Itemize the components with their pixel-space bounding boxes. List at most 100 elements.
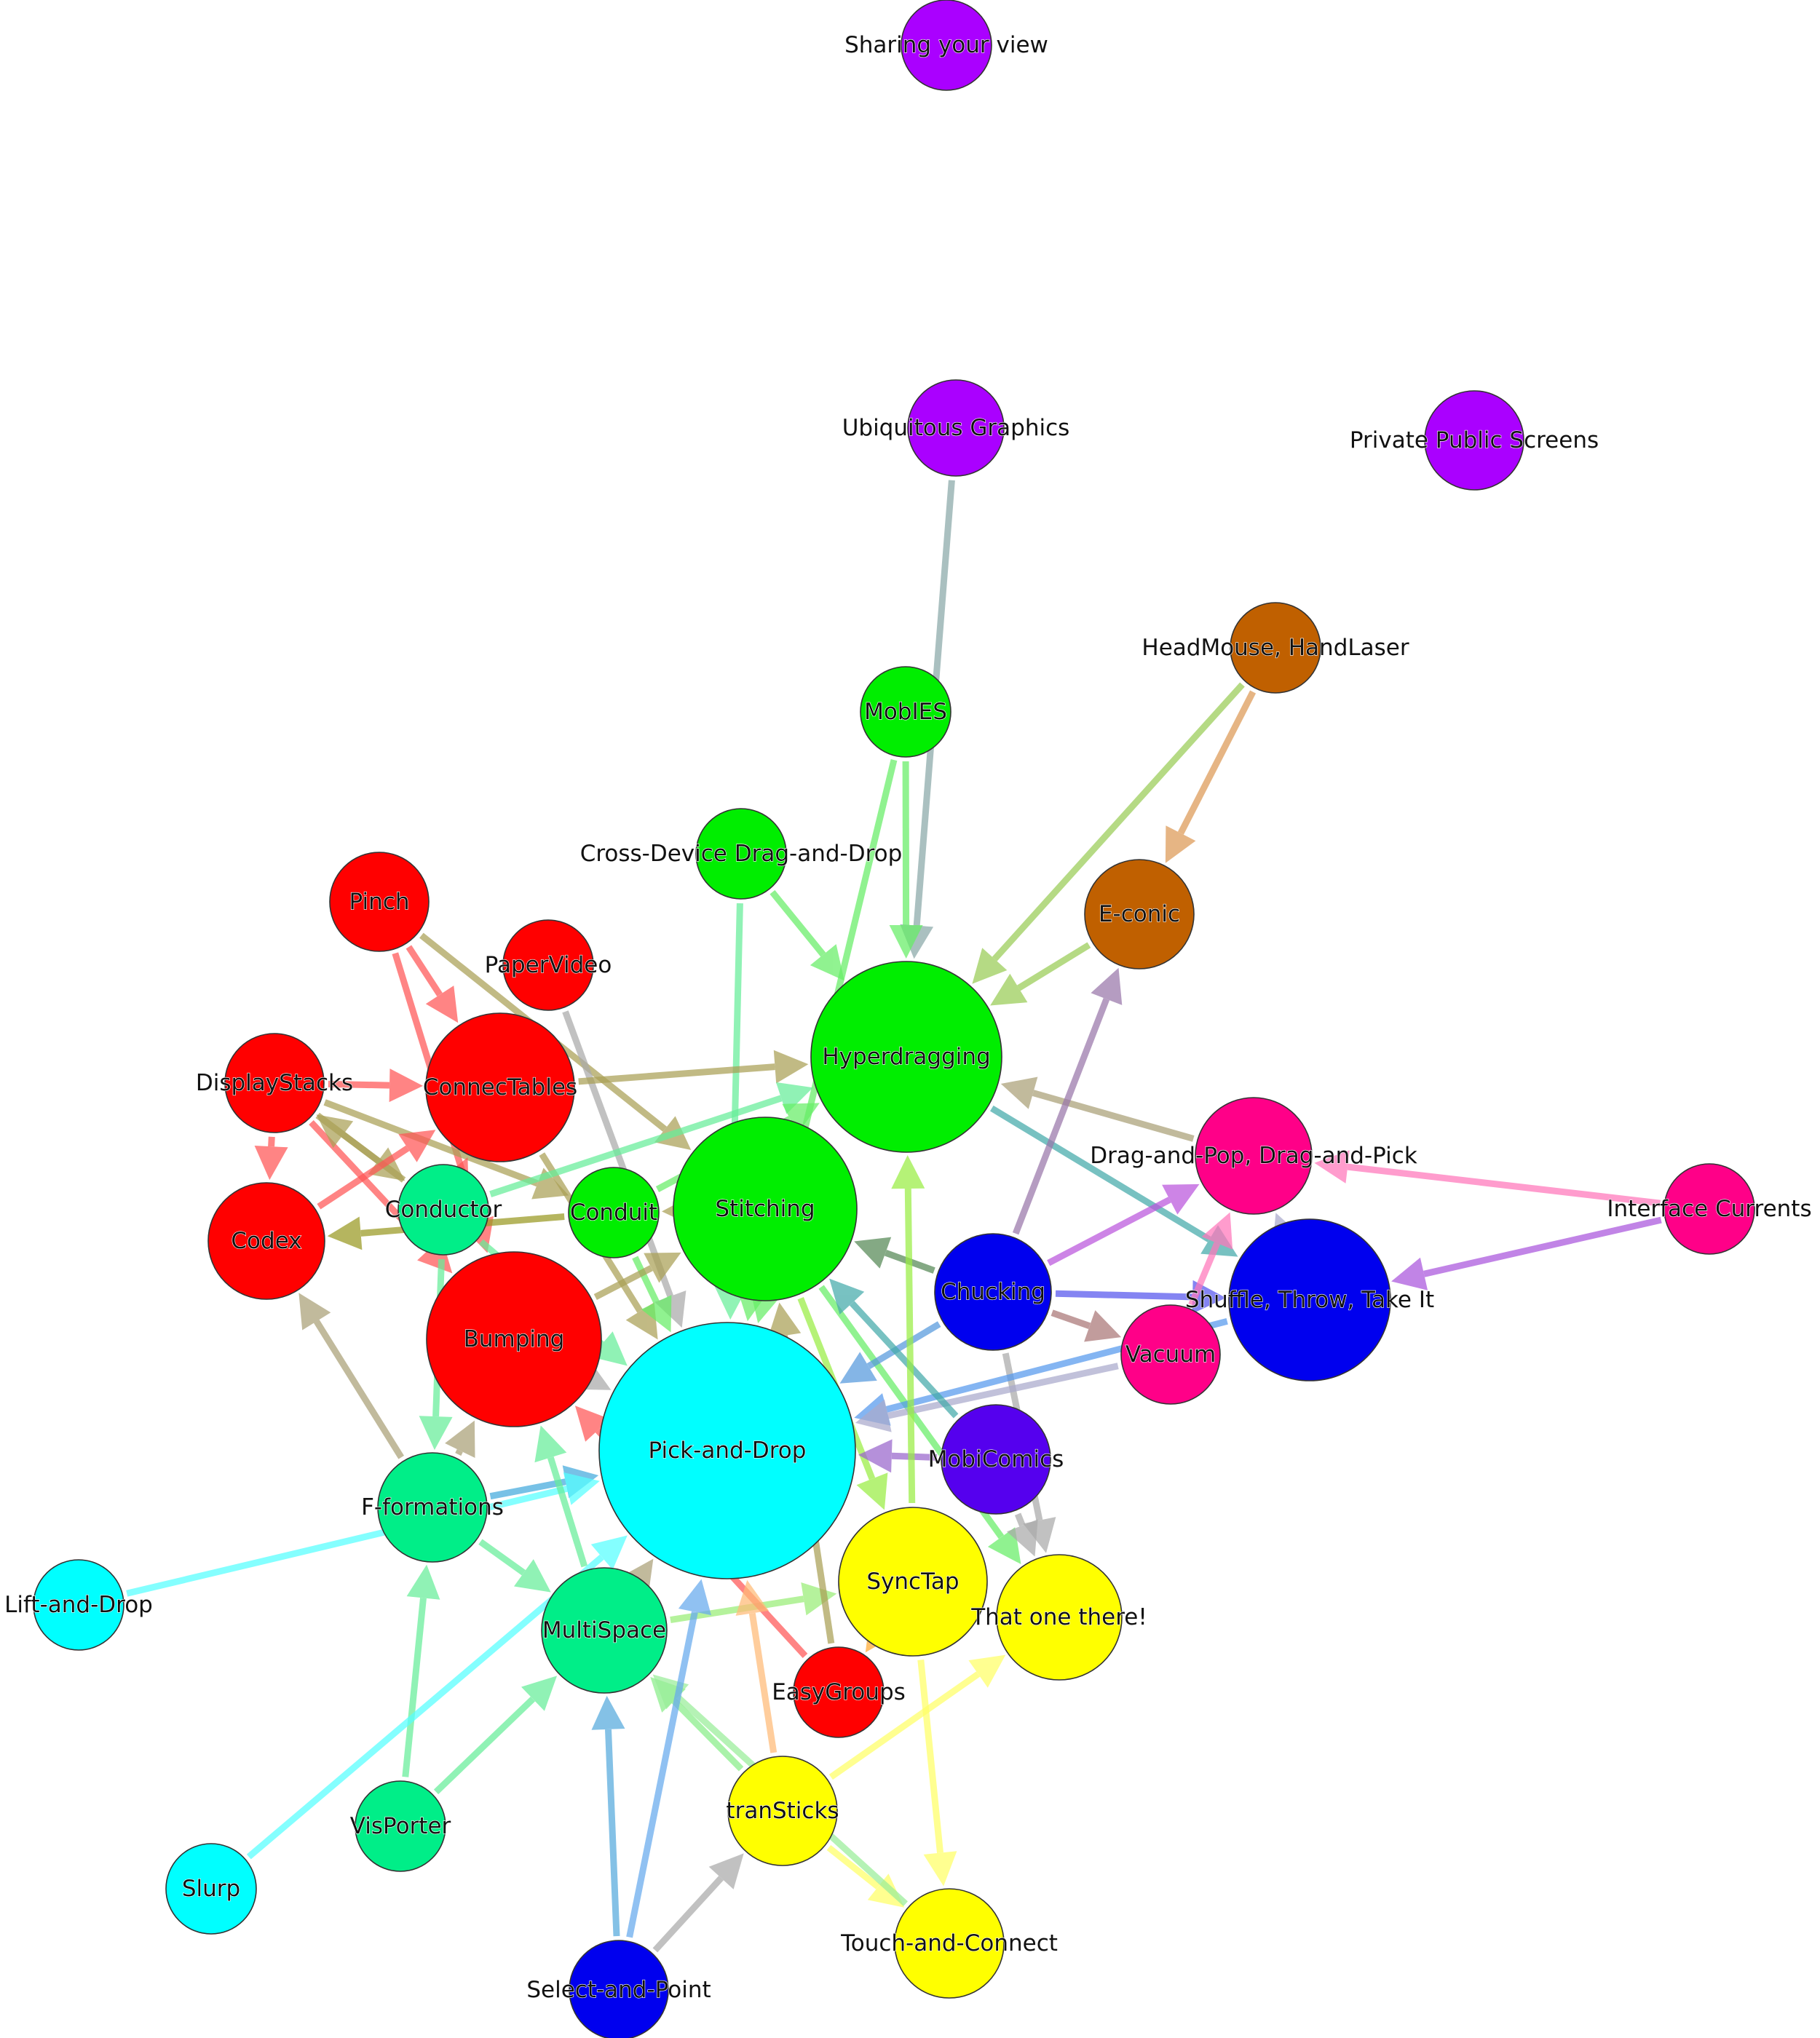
node-circle[interactable] bbox=[541, 1567, 668, 1694]
node-label: Ubiquitous Graphics bbox=[842, 415, 1070, 441]
node-circle[interactable] bbox=[901, 0, 992, 91]
node-circle[interactable] bbox=[425, 1012, 575, 1162]
edge-synctap-to-hyperdragging bbox=[891, 1155, 925, 1504]
node-selectpoint[interactable]: Select-and-Point bbox=[526, 1940, 711, 2038]
edge-ifcurrents-to-dragpop bbox=[1314, 1150, 1661, 1207]
node-label: Bumping bbox=[464, 1326, 565, 1352]
node-label: SyncTap bbox=[866, 1569, 959, 1595]
node-circle[interactable] bbox=[934, 1233, 1052, 1351]
node-conduit[interactable]: Conduit bbox=[568, 1167, 660, 1258]
node-circle[interactable] bbox=[1228, 1218, 1391, 1381]
edge-arrowhead bbox=[968, 1654, 1006, 1688]
edge-line bbox=[828, 1671, 981, 1780]
node-circle[interactable] bbox=[907, 379, 1005, 477]
node-circle[interactable] bbox=[502, 919, 594, 1011]
node-ubiq[interactable]: Ubiquitous Graphics bbox=[842, 379, 1070, 477]
edge-line bbox=[1055, 1290, 1193, 1301]
edge-line bbox=[593, 1265, 653, 1300]
node-label: MobiComics bbox=[928, 1446, 1064, 1472]
edge-line bbox=[1423, 1216, 1662, 1277]
node-easygroups[interactable]: EasyGroups bbox=[772, 1646, 906, 1738]
edge-arrowhead bbox=[398, 1130, 436, 1162]
node-sharing[interactable]: Sharing your view bbox=[844, 0, 1049, 91]
node-circle[interactable] bbox=[355, 1780, 446, 1872]
edge-arrowhead bbox=[641, 1295, 672, 1333]
edge-displaystacks-to-connectables bbox=[328, 1068, 423, 1103]
node-circle[interactable] bbox=[810, 961, 1002, 1153]
node-touchconnect[interactable]: Touch-and-Connect bbox=[839, 1888, 1059, 1999]
edge-transticks-to-thatone bbox=[828, 1654, 1006, 1780]
node-pinch[interactable]: Pinch bbox=[329, 852, 430, 952]
node-circle[interactable] bbox=[329, 852, 430, 952]
node-circle[interactable] bbox=[598, 1322, 856, 1579]
edge-line bbox=[126, 1485, 569, 1597]
node-econic[interactable]: E-conic bbox=[1084, 859, 1195, 970]
node-bumping[interactable]: Bumping bbox=[426, 1251, 602, 1427]
node-chucking[interactable]: Chucking bbox=[934, 1233, 1052, 1351]
node-circle[interactable] bbox=[1195, 1097, 1313, 1215]
node-label: Hyperdragging bbox=[822, 1044, 990, 1070]
edge-line bbox=[323, 1099, 539, 1187]
node-connectables[interactable]: ConnecTables bbox=[422, 1012, 578, 1162]
node-circle[interactable] bbox=[569, 1940, 669, 2038]
edge-arrowhead bbox=[389, 1068, 423, 1103]
node-circle[interactable] bbox=[207, 1182, 325, 1300]
node-thatone[interactable]: That one there! bbox=[970, 1554, 1147, 1681]
node-circle[interactable] bbox=[377, 1452, 488, 1563]
node-synctap[interactable]: SyncTap bbox=[838, 1507, 988, 1657]
node-hyperdragging[interactable]: Hyperdragging bbox=[810, 961, 1002, 1153]
edge-line bbox=[769, 889, 826, 957]
node-circle[interactable] bbox=[568, 1167, 660, 1258]
node-vacuum[interactable]: Vacuum bbox=[1120, 1304, 1221, 1405]
node-conductor[interactable]: Conductor bbox=[384, 1164, 502, 1256]
node-multispace[interactable]: MultiSpace bbox=[541, 1567, 668, 1694]
node-circle[interactable] bbox=[1230, 602, 1321, 694]
node-circle[interactable] bbox=[1120, 1304, 1221, 1405]
node-circle[interactable] bbox=[224, 1033, 325, 1133]
node-headmouse[interactable]: HeadMouse, HandLaser bbox=[1142, 602, 1409, 694]
node-papervideo[interactable]: PaperVideo bbox=[484, 919, 612, 1011]
node-label: DisplayStacks bbox=[196, 1070, 353, 1096]
node-label: HeadMouse, HandLaser bbox=[1142, 635, 1409, 661]
edge-arrowhead bbox=[514, 1559, 551, 1593]
node-shuffle[interactable]: Shuffle, Throw, Take It bbox=[1184, 1218, 1435, 1381]
node-circle[interactable] bbox=[793, 1646, 885, 1738]
node-mobicomics[interactable]: MobiComics bbox=[927, 1404, 1064, 1515]
edge-bumping-to-stitching bbox=[593, 1252, 681, 1300]
node-pickdrop[interactable]: Pick-and-Drop bbox=[598, 1322, 856, 1579]
node-circle[interactable] bbox=[838, 1507, 988, 1657]
edge-line bbox=[1051, 1309, 1091, 1330]
node-transticks[interactable]: tranSticks bbox=[726, 1756, 839, 1866]
node-circle[interactable] bbox=[1084, 859, 1195, 970]
node-circle[interactable] bbox=[165, 1843, 257, 1935]
node-circle[interactable] bbox=[941, 1404, 1051, 1515]
edge-mobicomics-to-stitching bbox=[829, 1278, 959, 1419]
node-circle[interactable] bbox=[695, 808, 787, 900]
node-dragpop[interactable]: Drag-and-Pop, Drag-and-Pick bbox=[1090, 1097, 1417, 1215]
node-circle[interactable] bbox=[894, 1888, 1005, 1999]
edge-arrowhead bbox=[889, 925, 923, 959]
node-codex[interactable]: Codex bbox=[207, 1182, 325, 1300]
node-circle[interactable] bbox=[33, 1559, 124, 1651]
node-circle[interactable] bbox=[673, 1117, 858, 1301]
node-label: ConnecTables bbox=[423, 1074, 577, 1101]
node-layer: Sharing your view Ubiquitous Graphics Priv… bbox=[4, 0, 1812, 2038]
node-stitching[interactable]: Stitching bbox=[673, 1117, 858, 1301]
node-cddd[interactable]: Cross-Device Drag-and-Drop bbox=[579, 808, 903, 900]
node-mobies[interactable]: MobIES bbox=[860, 666, 951, 758]
node-pps[interactable]: Private Public Screens bbox=[1349, 390, 1599, 491]
node-label: Touch-and-Connect bbox=[840, 1930, 1058, 1956]
node-circle[interactable] bbox=[1663, 1163, 1755, 1255]
node-displaystacks[interactable]: DisplayStacks bbox=[195, 1033, 354, 1133]
node-circle[interactable] bbox=[860, 666, 951, 758]
node-fformations[interactable]: F-formations bbox=[360, 1452, 505, 1563]
node-visporter[interactable]: VisPorter bbox=[349, 1780, 451, 1872]
node-circle[interactable] bbox=[727, 1756, 838, 1866]
node-ifcurrents[interactable]: Interface Currents bbox=[1607, 1163, 1812, 1255]
node-liftdrop[interactable]: Lift-and-Drop bbox=[4, 1559, 153, 1651]
node-slurp[interactable]: Slurp bbox=[165, 1843, 257, 1935]
node-circle[interactable] bbox=[1424, 390, 1524, 491]
node-circle[interactable] bbox=[397, 1164, 489, 1256]
node-circle[interactable] bbox=[996, 1554, 1123, 1681]
node-circle[interactable] bbox=[426, 1251, 602, 1427]
